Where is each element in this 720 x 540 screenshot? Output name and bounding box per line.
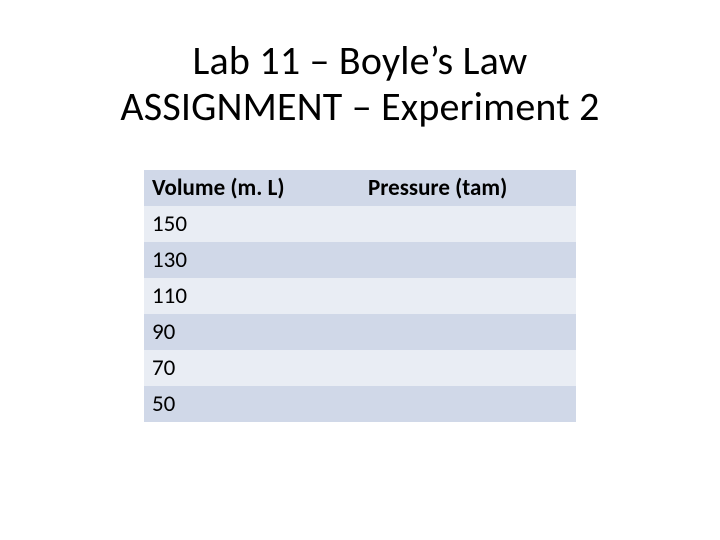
title-line-2: ASSIGNMENT – Experiment 2 [0, 84, 720, 130]
title-line-1: Lab 11 – Boyle’s Law [0, 38, 720, 84]
data-table-wrap: Volume (m. L) Pressure (tam) 150 130 110 [144, 170, 576, 422]
cell-pressure [360, 278, 576, 314]
table-row: 70 [144, 350, 576, 386]
col-header-pressure: Pressure (tam) [360, 170, 576, 206]
cell-volume: 50 [144, 386, 360, 422]
cell-pressure [360, 206, 576, 242]
cell-pressure [360, 350, 576, 386]
title-block: Lab 11 – Boyle’s Law ASSIGNMENT – Experi… [0, 38, 720, 130]
table-header-row: Volume (m. L) Pressure (tam) [144, 170, 576, 206]
slide: Lab 11 – Boyle’s Law ASSIGNMENT – Experi… [0, 0, 720, 540]
table-row: 150 [144, 206, 576, 242]
cell-pressure [360, 386, 576, 422]
cell-pressure [360, 314, 576, 350]
table-row: 50 [144, 386, 576, 422]
col-header-volume: Volume (m. L) [144, 170, 360, 206]
cell-volume: 130 [144, 242, 360, 278]
cell-pressure [360, 242, 576, 278]
cell-volume: 90 [144, 314, 360, 350]
cell-volume: 110 [144, 278, 360, 314]
table-row: 110 [144, 278, 576, 314]
table-row: 90 [144, 314, 576, 350]
table-row: 130 [144, 242, 576, 278]
cell-volume: 150 [144, 206, 360, 242]
cell-volume: 70 [144, 350, 360, 386]
data-table: Volume (m. L) Pressure (tam) 150 130 110 [144, 170, 576, 422]
